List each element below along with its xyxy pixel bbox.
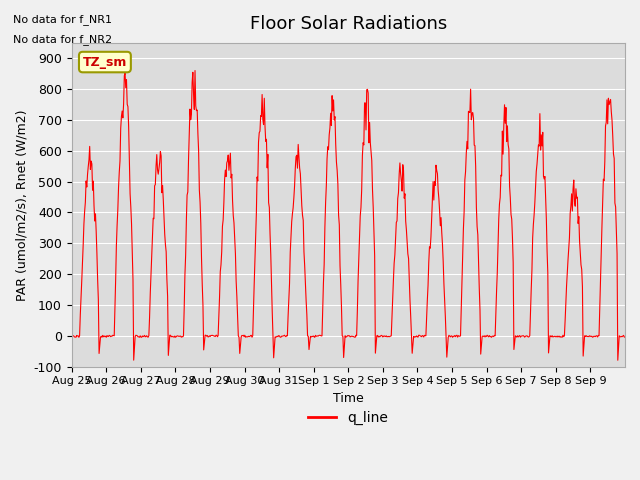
X-axis label: Time: Time (333, 392, 364, 405)
Text: TZ_sm: TZ_sm (83, 56, 127, 69)
Text: No data for f_NR1: No data for f_NR1 (13, 14, 112, 25)
Y-axis label: PAR (umol/m2/s), Rnet (W/m2): PAR (umol/m2/s), Rnet (W/m2) (15, 109, 28, 300)
Title: Floor Solar Radiations: Floor Solar Radiations (250, 15, 447, 33)
Legend: q_line: q_line (303, 406, 394, 431)
Text: No data for f_NR2: No data for f_NR2 (13, 34, 112, 45)
